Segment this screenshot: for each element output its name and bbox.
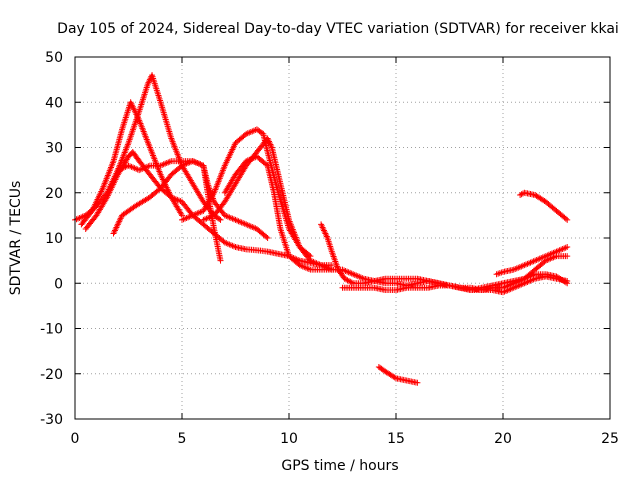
point-marker — [217, 216, 224, 223]
y-tick-label: -10 — [40, 322, 63, 338]
series-trace-b — [78, 99, 185, 228]
x-tick-label: 20 — [494, 431, 512, 447]
series-trace-m — [517, 189, 571, 223]
x-axis-label: GPS time / hours — [281, 458, 398, 474]
y-axis-label: SDTVAR / TECUs — [8, 181, 24, 296]
x-tick-label: 10 — [280, 431, 298, 447]
y-tick-label: -20 — [40, 367, 63, 383]
y-tick-label: 40 — [45, 95, 63, 111]
series-trace-k — [500, 253, 571, 291]
x-tick-label: 25 — [601, 431, 619, 447]
x-axis-ticks: 0 5 10 15 20 25 — [71, 57, 619, 447]
point-marker — [564, 280, 571, 287]
y-axis-ticks: -30 -20 -10 0 10 20 30 40 50 — [40, 50, 610, 428]
point-marker — [414, 379, 421, 386]
y-tick-label: 0 — [54, 276, 63, 292]
point-marker — [564, 216, 571, 223]
chart-title: Day 105 of 2024, Sidereal Day-to-day VTE… — [57, 21, 619, 37]
point-marker — [564, 253, 571, 260]
series-trace-l — [493, 244, 571, 278]
data-marks — [72, 72, 571, 386]
series-trace-g — [200, 135, 335, 273]
grid — [75, 57, 610, 419]
x-tick-label: 0 — [71, 431, 80, 447]
point-marker — [263, 233, 270, 240]
series-trace-n — [375, 363, 421, 386]
point-marker — [216, 215, 223, 222]
point-marker — [391, 374, 398, 381]
point-marker — [564, 244, 571, 251]
y-tick-label: 30 — [45, 141, 63, 157]
point-marker — [562, 215, 569, 222]
y-tick-label: 10 — [45, 231, 63, 247]
point-marker — [264, 235, 271, 241]
x-tick-label: 5 — [178, 431, 187, 447]
point-marker — [348, 279, 355, 286]
series-trace-j — [339, 271, 571, 294]
y-tick-label: -30 — [40, 412, 63, 428]
point-marker — [562, 279, 569, 286]
y-tick-label: 20 — [45, 186, 63, 202]
x-tick-label: 15 — [387, 431, 405, 447]
y-tick-label: 50 — [45, 50, 63, 66]
point-marker — [217, 257, 224, 264]
